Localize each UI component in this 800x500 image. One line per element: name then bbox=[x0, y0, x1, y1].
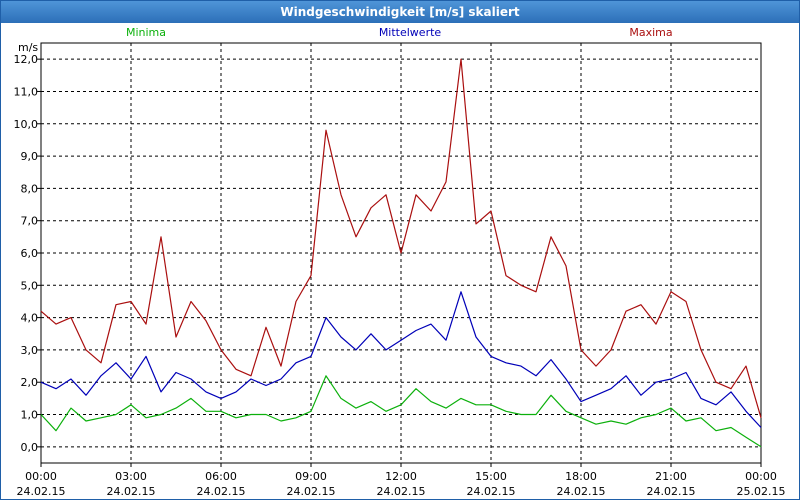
series-line-maxima bbox=[40, 58, 762, 418]
y-tick-label: 6,0 bbox=[21, 247, 39, 260]
x-tick-date: 24.02.15 bbox=[647, 485, 696, 498]
y-tick-label: 0,0 bbox=[21, 441, 39, 454]
y-tick-label: 7,0 bbox=[21, 215, 39, 228]
x-tick-time: 21:00 bbox=[655, 470, 687, 483]
legend: Minima Mittelwerte Maxima bbox=[126, 26, 673, 39]
plot-frame bbox=[40, 42, 762, 464]
y-tick-label: 9,0 bbox=[21, 150, 39, 163]
x-tick-date: 24.02.15 bbox=[17, 485, 66, 498]
legend-minima: Minima bbox=[126, 26, 166, 39]
x-tick-time: 03:00 bbox=[115, 470, 147, 483]
series-layer bbox=[40, 58, 762, 448]
x-tick-time: 12:00 bbox=[385, 470, 417, 483]
x-tick-date: 25.02.15 bbox=[737, 485, 786, 498]
x-tick-time: 09:00 bbox=[295, 470, 327, 483]
y-tick-label: 1,0 bbox=[21, 409, 39, 422]
y-tick-label: 2,0 bbox=[21, 376, 39, 389]
y-tick-label: 4,0 bbox=[21, 312, 39, 325]
y-tick-label: 3,0 bbox=[21, 344, 39, 357]
series-line-mittelwerte bbox=[40, 291, 762, 428]
grid bbox=[41, 43, 761, 463]
x-tick-time: 00:00 bbox=[25, 470, 57, 483]
x-tick-date: 24.02.15 bbox=[377, 485, 426, 498]
legend-mittelwerte: Mittelwerte bbox=[379, 26, 442, 39]
series-line-minima bbox=[40, 375, 762, 448]
plot-axes bbox=[37, 42, 762, 467]
y-tick-label: 10,0 bbox=[14, 118, 39, 131]
y-tick-label: 11,0 bbox=[14, 85, 39, 98]
y-tick-label: 12,0 bbox=[14, 53, 39, 66]
x-tick-date: 24.02.15 bbox=[107, 485, 156, 498]
x-tick-date: 24.02.15 bbox=[557, 485, 606, 498]
x-tick-time: 06:00 bbox=[205, 470, 237, 483]
x-tick-time: 18:00 bbox=[565, 470, 597, 483]
y-axis-unit: m/s bbox=[18, 41, 38, 54]
legend-maxima: Maxima bbox=[629, 26, 672, 39]
x-tick-date: 24.02.15 bbox=[287, 485, 336, 498]
x-tick-time: 15:00 bbox=[475, 470, 507, 483]
window-title: Windgeschwindigkeit [m/s] skaliert bbox=[1, 1, 799, 23]
y-tick-label: 8,0 bbox=[21, 182, 39, 195]
x-tick-date: 24.02.15 bbox=[197, 485, 246, 498]
y-tick-label: 5,0 bbox=[21, 279, 39, 292]
x-tick-date: 24.02.15 bbox=[467, 485, 516, 498]
tick-labels: 0,0 1,0 2,0 3,0 4,0 5,0 6,0 7,0 8,0 9,0 10,0 11,0 12… bbox=[14, 53, 786, 498]
x-tick-time: 00:00 bbox=[745, 470, 777, 483]
